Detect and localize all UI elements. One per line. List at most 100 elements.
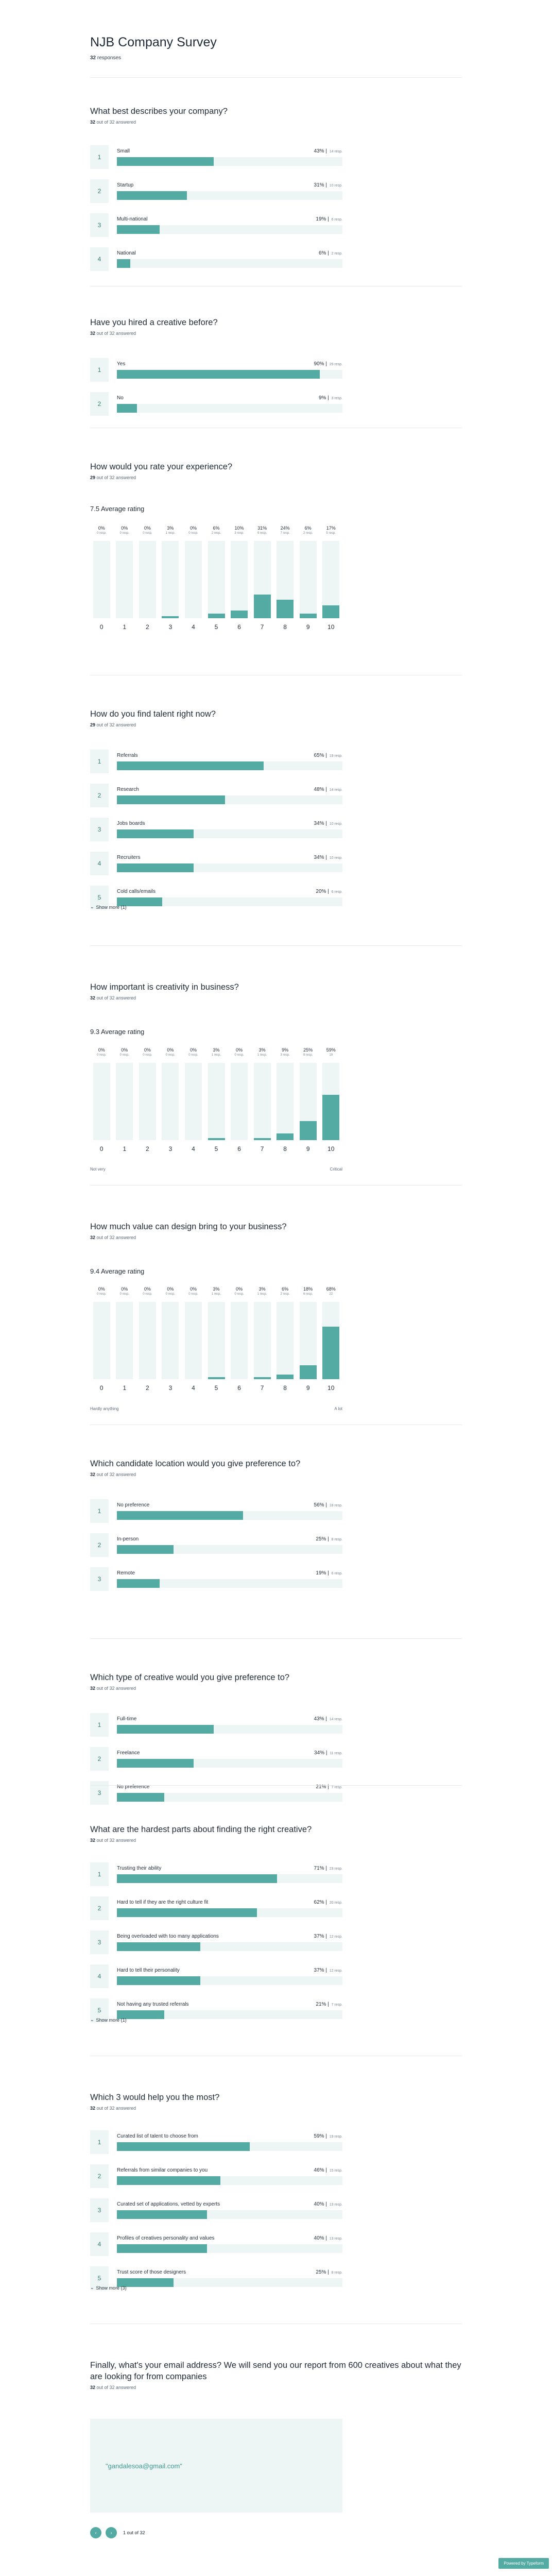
rating-response-count: 6 resp. xyxy=(303,1293,313,1296)
choice-row[interactable]: 3 Remote 19% | 6 resp. xyxy=(90,1567,342,1591)
rating-bar-track xyxy=(184,1302,202,1379)
rating-bar-track xyxy=(299,541,317,618)
rating-bar-track xyxy=(162,1063,179,1140)
rating-column: 0% 0 resp. 4 xyxy=(184,526,202,631)
answered-number: 32 xyxy=(90,995,96,1001)
email-answer-box: "gandalesoa@gmail.com" xyxy=(90,2419,342,2513)
choice-number: 2 xyxy=(90,1747,109,1771)
choice-row[interactable]: 2 Freelance 34% | 11 resp. xyxy=(90,1747,342,1771)
choice-percent-value: 62% xyxy=(314,1900,324,1905)
choice-percentage: 21% | 7 resp. xyxy=(316,2002,342,2007)
choice-row[interactable]: 4 Recruiters 34% | 10 resp. xyxy=(90,852,342,875)
choice-row[interactable]: 3 No preference 21% | 7 resp. xyxy=(90,1781,342,1805)
choice-number: 2 xyxy=(90,1896,109,1920)
rating-column: 3% 1 resp. 5 xyxy=(208,1286,225,1392)
show-more-button[interactable]: ⌄ Show more (3) xyxy=(90,2285,127,2291)
choice-percentage: 25% | 8 resp. xyxy=(316,2269,342,2275)
show-more-button[interactable]: ⌄ Show more (1) xyxy=(90,2017,127,2023)
choice-row[interactable]: 2 Research 48% | 14 resp. xyxy=(90,784,342,807)
choice-bar-track xyxy=(117,863,342,872)
choice-label: Cold calls/emails xyxy=(117,889,156,894)
choice-row[interactable]: 4 Profiles of creatives personality and v… xyxy=(90,2232,342,2256)
choice-response-count: 12 resp. xyxy=(329,1935,342,1939)
rating-response-count: 0 resp. xyxy=(234,1054,244,1057)
choice-row[interactable]: 2 No 9% | 3 resp. xyxy=(90,392,342,416)
choice-percent-value: 37% xyxy=(314,1934,324,1939)
rating-bar-fill xyxy=(208,1138,225,1140)
rating-bar-track xyxy=(231,541,248,618)
choice-row[interactable]: 1 Referrals 65% | 19 resp. xyxy=(90,750,342,773)
rating-percentage: 18% xyxy=(303,1286,313,1292)
choice-row[interactable]: 1 Yes 90% | 29 resp. xyxy=(90,358,342,382)
rating-label: 4 xyxy=(192,1384,195,1392)
answer-pager: ‹ › 1 out of 32 xyxy=(90,2527,145,2538)
choice-percent-value: 34% xyxy=(314,821,324,826)
choice-percentage: 90% | 29 resp. xyxy=(314,361,342,367)
rating-percentage: 0% xyxy=(189,1047,197,1053)
rating-bar-track xyxy=(93,1063,110,1140)
rating-bar-fill xyxy=(322,1094,340,1140)
choice-number: 2 xyxy=(90,2164,109,2188)
choice-bar-track xyxy=(117,829,342,838)
rating-label: 8 xyxy=(283,1384,287,1392)
choice-row[interactable]: 5 Not having any trusted referrals 21% | 7… xyxy=(90,1998,342,2022)
rating-bar-track xyxy=(253,1302,271,1379)
choice-row[interactable]: 1 Curated list of talent to choose from 59… xyxy=(90,2130,342,2154)
choice-response-count: 6 resp. xyxy=(331,1572,342,1575)
choice-row[interactable]: 3 Curated set of applications, vetted by … xyxy=(90,2198,342,2222)
rating-column: 0% 0 resp. 6 xyxy=(231,1047,248,1153)
rating-percentage: 3% xyxy=(213,1047,220,1053)
choice-response-count: 29 resp. xyxy=(329,363,342,366)
previous-button[interactable]: ‹ xyxy=(90,2527,101,2538)
choice-row[interactable]: 5 Cold calls/emails 20% | 6 resp. xyxy=(90,886,342,909)
choice-row[interactable]: 4 Hard to tell their personality 37% | 12 … xyxy=(90,1964,342,1988)
powered-by-badge[interactable]: Powered by Typeform xyxy=(498,2558,549,2569)
choice-bar-fill xyxy=(117,2142,250,2151)
responses-summary: 32 responses xyxy=(90,55,462,61)
next-button[interactable]: › xyxy=(106,2527,117,2538)
rating-response-count: 19 xyxy=(329,1054,333,1057)
choice-response-count: 14 resp. xyxy=(329,1718,342,1721)
choice-label: Jobs boards xyxy=(117,821,145,826)
answered-count: 32 out of 32 answered xyxy=(90,995,462,1001)
choice-row[interactable]: 2 In-person 25% | 8 resp. xyxy=(90,1533,342,1557)
choice-percentage: 40% | 13 resp. xyxy=(314,2235,342,2241)
choice-row[interactable]: 2 Referrals from similar companies to you… xyxy=(90,2164,342,2188)
choice-row[interactable]: 2 Startup 31% | 10 resp. xyxy=(90,179,342,203)
rating-percentage: 6% xyxy=(282,1286,289,1292)
rating-label: 10 xyxy=(327,623,335,631)
show-more-button[interactable]: ⌄ Show more (1) xyxy=(90,904,127,910)
rating-bar-track xyxy=(116,1302,133,1379)
choice-bar-track xyxy=(117,1759,342,1768)
question-title: How much value can design bring to your … xyxy=(90,1222,287,1231)
choice-row[interactable]: 2 Hard to tell if they are the right cult… xyxy=(90,1896,342,1920)
choice-row[interactable]: 3 Jobs boards 34% | 10 resp. xyxy=(90,818,342,841)
choice-label: Small xyxy=(117,148,130,154)
choice-percentage: 40% | 13 resp. xyxy=(314,2201,342,2207)
choice-bar-track xyxy=(117,191,342,200)
choice-row[interactable]: 4 National 6% | 2 resp. xyxy=(90,247,342,271)
choice-percent-value: 65% xyxy=(314,753,324,758)
choice-label: Yes xyxy=(117,361,126,367)
choice-row[interactable]: 1 Full-time 43% | 14 resp. xyxy=(90,1713,342,1737)
choice-label: Referrals from similar companies to you xyxy=(117,2167,208,2173)
choice-bar-track xyxy=(117,1793,342,1802)
choice-percent-value: 59% xyxy=(314,2133,324,2139)
answered-suffix: out of 32 answered xyxy=(96,1472,136,1477)
choice-row[interactable]: 1 Trusting their ability 71% | 23 resp. xyxy=(90,1862,342,1886)
rating-bar-track xyxy=(253,1063,271,1140)
choice-row[interactable]: 1 Small 43% | 14 resp. xyxy=(90,145,342,169)
answered-suffix: out of 32 answered xyxy=(96,1686,136,1691)
rating-label: 6 xyxy=(237,623,241,631)
rating-percentage: 0% xyxy=(236,1047,243,1053)
rating-response-count: 2 resp. xyxy=(211,532,221,535)
choice-row[interactable]: 5 Trust score of those designers 25% | 8 r… xyxy=(90,2266,342,2290)
choice-number: 4 xyxy=(90,2232,109,2256)
scale-high-label: Critical xyxy=(330,1167,342,1172)
choice-bar-track xyxy=(117,1511,342,1520)
choice-row[interactable]: 1 No preference 56% | 18 resp. xyxy=(90,1499,342,1523)
choice-row[interactable]: 3 Multi-national 19% | 6 resp. xyxy=(90,213,342,237)
choice-number: 5 xyxy=(90,886,109,909)
choice-row[interactable]: 3 Being overloaded with too many applicat… xyxy=(90,1930,342,1954)
rating-percentage: 6% xyxy=(213,526,220,531)
